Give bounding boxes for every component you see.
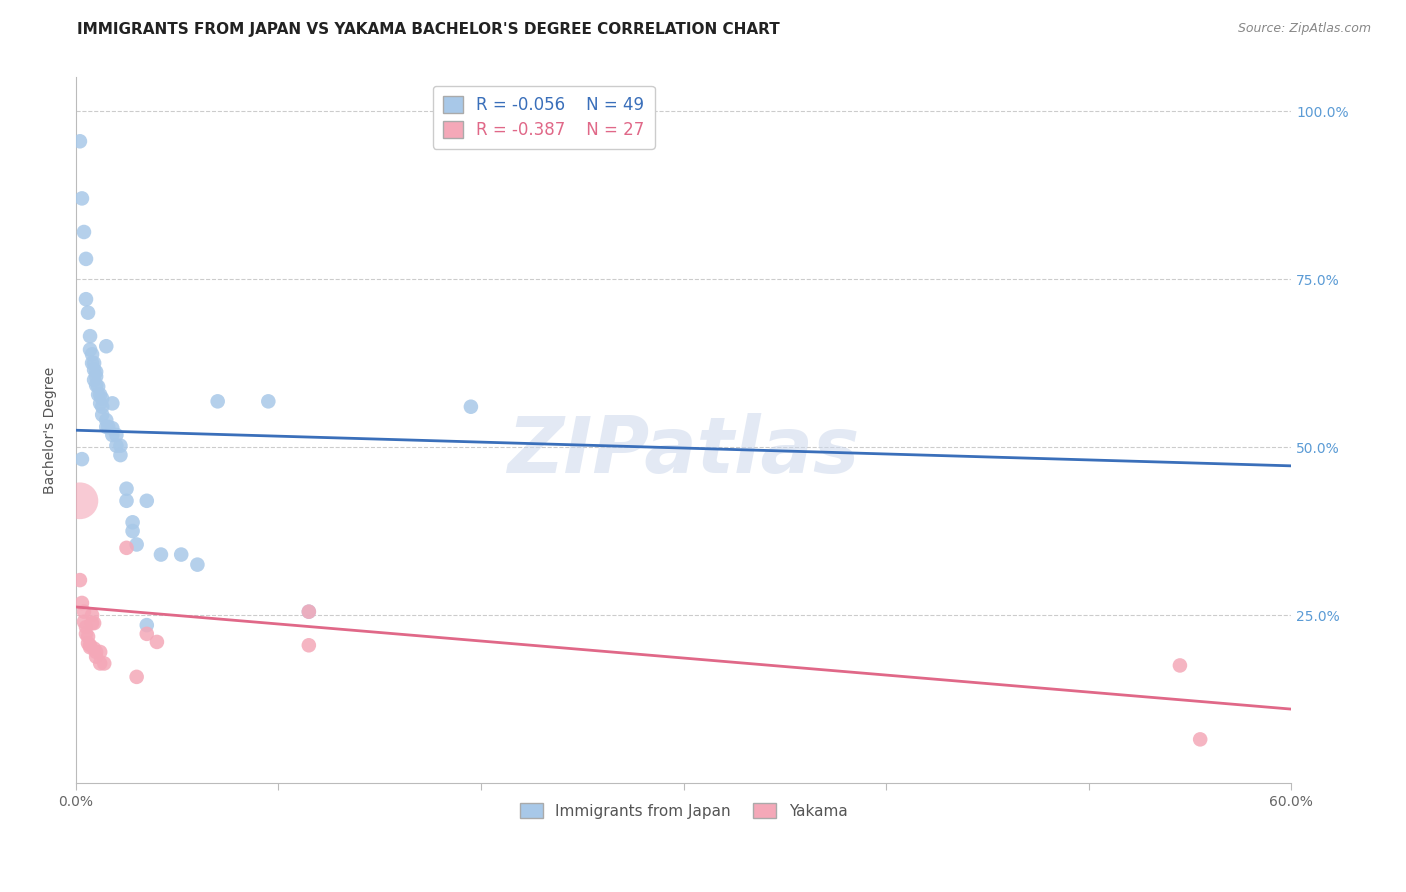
Point xyxy=(79,329,101,343)
Point xyxy=(79,343,101,357)
Point xyxy=(170,548,193,562)
Point xyxy=(75,292,97,306)
Point xyxy=(80,356,103,370)
Point xyxy=(80,347,103,361)
Point xyxy=(77,305,100,319)
Point xyxy=(115,541,138,555)
Point xyxy=(69,493,91,508)
Point xyxy=(207,394,229,409)
Point xyxy=(70,191,93,205)
Point xyxy=(69,573,91,587)
Point xyxy=(96,420,118,434)
Point xyxy=(460,400,482,414)
Point xyxy=(121,524,143,538)
Point xyxy=(298,605,321,619)
Legend: Immigrants from Japan, Yakama: Immigrants from Japan, Yakama xyxy=(513,797,853,825)
Point xyxy=(105,439,128,453)
Point xyxy=(149,548,172,562)
Point xyxy=(125,537,148,551)
Point xyxy=(91,392,114,406)
Point xyxy=(186,558,208,572)
Point xyxy=(69,134,91,148)
Point xyxy=(96,339,118,353)
Point xyxy=(77,636,100,650)
Point xyxy=(125,670,148,684)
Point xyxy=(73,225,96,239)
Point xyxy=(115,493,138,508)
Point xyxy=(110,439,132,453)
Point xyxy=(87,379,110,393)
Point xyxy=(75,252,97,266)
Point xyxy=(73,615,96,629)
Point xyxy=(91,400,114,414)
Point xyxy=(1168,658,1191,673)
Point xyxy=(298,605,321,619)
Point xyxy=(101,396,124,410)
Text: ZIPatlas: ZIPatlas xyxy=(508,413,859,490)
Point xyxy=(83,373,105,387)
Point xyxy=(135,627,157,641)
Point xyxy=(84,378,107,392)
Y-axis label: Bachelor's Degree: Bachelor's Degree xyxy=(44,367,58,494)
Point xyxy=(89,396,111,410)
Point xyxy=(77,630,100,644)
Point xyxy=(84,369,107,384)
Point xyxy=(84,365,107,379)
Point xyxy=(83,641,105,656)
Point xyxy=(96,413,118,427)
Point xyxy=(1189,732,1212,747)
Point xyxy=(89,387,111,401)
Point xyxy=(101,428,124,442)
Point xyxy=(97,420,120,434)
Point xyxy=(80,616,103,631)
Point xyxy=(79,638,101,652)
Point xyxy=(257,394,280,409)
Point xyxy=(115,482,138,496)
Point xyxy=(89,645,111,659)
Point xyxy=(83,363,105,377)
Point xyxy=(135,618,157,632)
Point xyxy=(87,387,110,401)
Point xyxy=(101,421,124,435)
Point xyxy=(84,649,107,664)
Point xyxy=(146,635,169,649)
Text: Source: ZipAtlas.com: Source: ZipAtlas.com xyxy=(1237,22,1371,36)
Point xyxy=(83,356,105,370)
Point xyxy=(298,638,321,652)
Point xyxy=(70,452,93,467)
Point xyxy=(79,640,101,655)
Point xyxy=(91,408,114,422)
Point xyxy=(89,657,111,671)
Point xyxy=(83,616,105,631)
Text: IMMIGRANTS FROM JAPAN VS YAKAMA BACHELOR'S DEGREE CORRELATION CHART: IMMIGRANTS FROM JAPAN VS YAKAMA BACHELOR… xyxy=(77,22,780,37)
Point xyxy=(75,627,97,641)
Point xyxy=(93,657,115,671)
Point xyxy=(80,608,103,623)
Point xyxy=(73,605,96,619)
Point xyxy=(75,620,97,634)
Point xyxy=(70,596,93,610)
Point xyxy=(105,428,128,442)
Point xyxy=(110,448,132,462)
Point xyxy=(121,516,143,530)
Point xyxy=(135,493,157,508)
Point xyxy=(84,645,107,659)
